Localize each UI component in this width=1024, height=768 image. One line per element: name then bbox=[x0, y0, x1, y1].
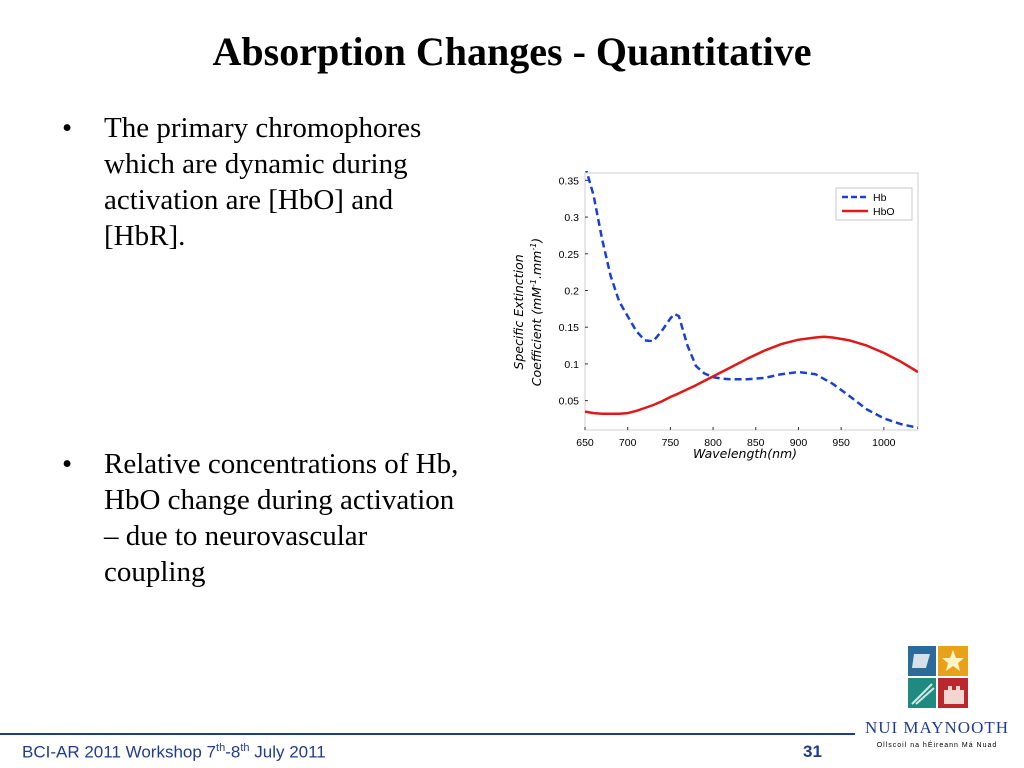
y-tick-label: 0.15 bbox=[559, 322, 580, 334]
legend-label: HbO bbox=[873, 206, 895, 218]
y-tick-label: 0.05 bbox=[559, 396, 580, 408]
bullet-text: Relative concentrations of Hb, HbO chang… bbox=[104, 448, 459, 588]
y-axis-label-line1: Specific Extinction bbox=[511, 254, 526, 369]
x-tick-label: 750 bbox=[662, 437, 680, 449]
x-tick-label: 1000 bbox=[872, 437, 896, 449]
footer-event: BCI-AR 2011 Workshop 7th-8th July 2011 bbox=[22, 742, 326, 762]
x-tick-label: 950 bbox=[832, 437, 850, 449]
bullet-text: The primary chromophores which are dynam… bbox=[104, 112, 422, 252]
legend-label: Hb bbox=[873, 192, 887, 204]
logo-subtitle: Ollscoil na hÉireann Má Nuad bbox=[876, 742, 998, 749]
x-tick-label: 900 bbox=[790, 437, 808, 449]
bullet-dot-icon: • bbox=[62, 448, 73, 480]
bullet-dot-icon: • bbox=[62, 112, 73, 144]
page-number: 31 bbox=[803, 742, 822, 761]
series-line-hbo bbox=[585, 335, 918, 416]
x-tick-label: 700 bbox=[619, 437, 637, 449]
series-layer bbox=[585, 171, 918, 430]
axes: 650 700 750 800 850 900 950 1000 0.05 0.1 0.15 0.2 0… bbox=[559, 175, 896, 449]
extinction-coefficient-chart: 650 700 750 800 850 900 950 1000 0.05 0.1 0.15 0.2 0… bbox=[511, 171, 919, 461]
series-line-hb bbox=[585, 171, 918, 430]
x-tick-label: 850 bbox=[747, 437, 765, 449]
slide-title: Absorption Changes - Quantitative bbox=[212, 29, 812, 74]
y-axis-label: Specific Extinction Coefficient (mM-1.mm… bbox=[511, 238, 544, 386]
footer-divider bbox=[0, 733, 855, 735]
x-tick-label: 650 bbox=[576, 437, 594, 449]
x-tick-label: 800 bbox=[704, 437, 722, 449]
y-tick-label: 0.3 bbox=[564, 212, 579, 224]
y-tick-label: 0.2 bbox=[564, 285, 579, 297]
bullet-item: • The primary chromophores which are dyn… bbox=[62, 110, 472, 254]
y-axis-label-line2: Coefficient (mM-1.mm-1) bbox=[529, 238, 544, 386]
y-tick-label: 0.1 bbox=[564, 359, 579, 371]
chart-legend: Hb HbO bbox=[835, 187, 913, 221]
y-tick-label: 0.25 bbox=[559, 249, 580, 261]
y-tick-label: 0.35 bbox=[559, 175, 580, 187]
bullet-item: • Relative concentrations of Hb, HbO cha… bbox=[62, 446, 472, 590]
logo-name: NUI MAYNOOTH bbox=[864, 718, 1010, 737]
legend-box bbox=[835, 187, 913, 221]
x-axis-label: Wavelength(nm) bbox=[693, 446, 797, 461]
university-crest-icon bbox=[908, 646, 968, 708]
